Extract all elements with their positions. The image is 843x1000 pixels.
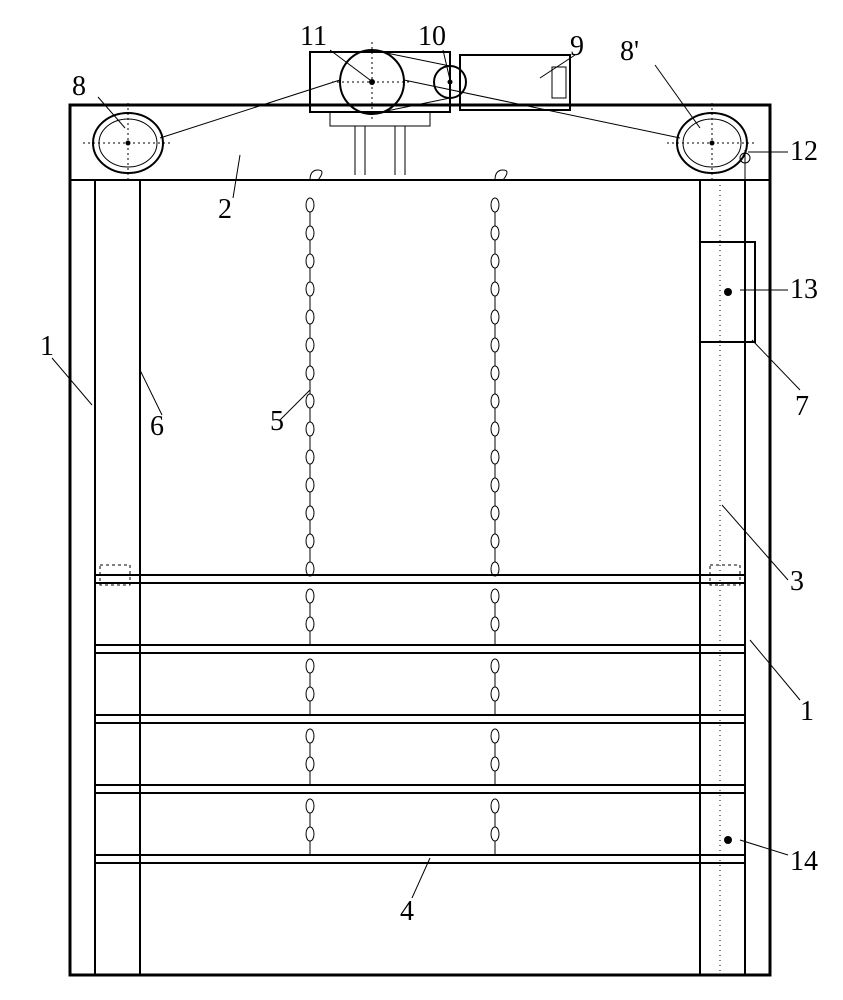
ref-label: 8 <box>72 71 86 102</box>
canvas-bg <box>0 0 843 1000</box>
ref-label: 3 <box>790 566 804 597</box>
ref-label: 1 <box>40 331 54 362</box>
ref-label: 6 <box>150 411 164 442</box>
ref-label: 12 <box>790 136 818 167</box>
ref-label: 9 <box>570 31 584 62</box>
ref-label: 11 <box>300 21 327 52</box>
ref-label: 4 <box>400 896 414 927</box>
right-post-dot <box>724 836 732 844</box>
ref-label: 1 <box>800 696 814 727</box>
ref-label: 13 <box>790 274 818 305</box>
ref-label: 7 <box>795 391 809 422</box>
counterweight-dot <box>724 288 732 296</box>
ref-label: 14 <box>790 846 818 877</box>
ref-label: 10 <box>418 21 446 52</box>
ref-label: 8' <box>620 36 639 67</box>
ref-label: 5 <box>270 406 284 437</box>
ref-label: 2 <box>218 194 232 225</box>
